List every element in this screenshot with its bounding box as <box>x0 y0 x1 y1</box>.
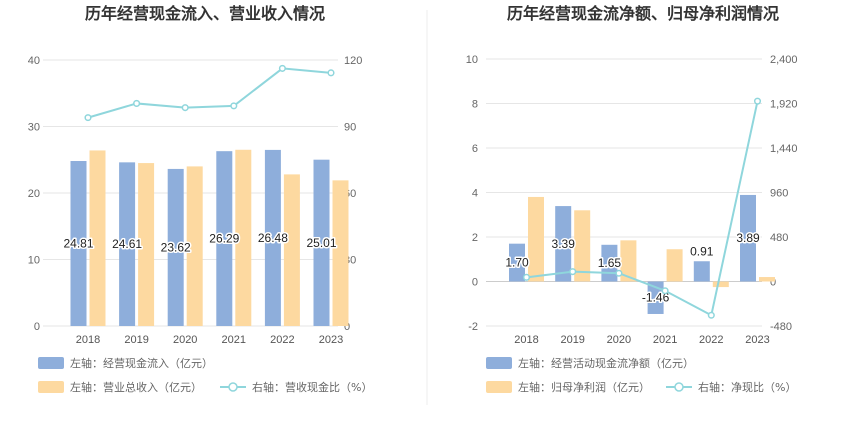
x-axis-tick-label: 2018 <box>514 334 538 346</box>
bar-series-1 <box>740 194 756 282</box>
left-axis-tick-label: 6 <box>472 143 478 155</box>
bar-series-2 <box>138 163 155 326</box>
line-point <box>278 64 286 72</box>
bar-data-label: 3.89 <box>736 231 760 245</box>
right-axis-tick-label: 0 <box>344 321 350 333</box>
bar-data-label: 26.48 <box>258 231 288 245</box>
left-axis-tick-label: 0 <box>34 321 40 333</box>
x-axis-tick-label: 2021 <box>653 334 677 346</box>
bar-series-2 <box>528 196 544 282</box>
bar-data-label: 23.62 <box>161 240 191 254</box>
bar-series-1 <box>70 161 87 326</box>
bar-series-1 <box>216 151 233 326</box>
line-point <box>327 69 335 77</box>
x-axis-tick-label: 2019 <box>560 334 584 346</box>
bar-data-label: 1.70 <box>505 256 529 270</box>
right-axis-tick-label: 1,440 <box>770 143 798 155</box>
line-point <box>181 104 189 112</box>
bar-series-1 <box>313 159 330 326</box>
left-axis-tick-label: 2 <box>472 232 478 244</box>
right-axis-tick-label: 120 <box>344 55 362 67</box>
bar-series-2 <box>666 249 683 282</box>
bar-series-1 <box>509 243 525 282</box>
x-axis-tick-label: 2023 <box>745 334 769 346</box>
right-axis-tick-label: 2,400 <box>770 54 798 66</box>
line-point <box>84 114 92 122</box>
right-axis-tick-label: 1,920 <box>770 99 798 111</box>
bar-series-2 <box>620 240 637 282</box>
line-point <box>753 97 762 105</box>
line-point <box>569 268 577 276</box>
line-point <box>522 273 531 281</box>
chart-title: 历年经营现金流净额、归母净利润情况 <box>507 4 779 23</box>
bar-series-1 <box>167 168 184 326</box>
bar-series-1 <box>264 149 281 326</box>
bar-series-2 <box>712 281 729 288</box>
left-axis-tick-label: 10 <box>466 54 478 66</box>
bar-data-label: 24.81 <box>63 237 93 251</box>
legend-label: 左轴：经营活动现金流净额（亿元） <box>518 356 694 370</box>
bar-data-label: 26.29 <box>209 232 239 246</box>
line-point <box>661 287 669 295</box>
line-point <box>707 311 715 319</box>
x-axis-tick-label: 2023 <box>319 334 343 346</box>
x-axis-tick-label: 2020 <box>607 334 631 346</box>
bar-series-2 <box>574 210 591 282</box>
legend-swatch-bar-1 <box>38 357 64 369</box>
bar-series-2 <box>186 166 203 326</box>
legend-swatch-line-marker <box>674 382 684 392</box>
x-axis-tick-label: 2021 <box>222 334 246 346</box>
x-axis-tick-label: 2019 <box>124 334 148 346</box>
bar-series-2 <box>89 150 106 326</box>
bar-series-2 <box>235 149 252 326</box>
left-axis-tick-label: 8 <box>472 99 478 111</box>
x-axis-tick-label: 2020 <box>173 334 197 346</box>
line-point <box>230 102 238 110</box>
bar-series-1 <box>693 261 710 282</box>
line-point <box>615 269 623 277</box>
right-axis-tick-label: 0 <box>770 277 776 289</box>
chart-title: 历年经营现金流入、营业收入情况 <box>85 4 325 23</box>
left-axis-tick-label: -2 <box>468 321 478 333</box>
legend-label: 左轴：归母净利润（亿元） <box>518 380 650 394</box>
legend-label: 右轴：营收现金比（%） <box>252 380 372 394</box>
legend-label: 左轴：营业总收入（亿元） <box>70 380 202 394</box>
right-axis-tick-label: -480 <box>770 321 792 333</box>
right-axis-tick-label: 90 <box>344 122 356 134</box>
left-axis-tick-label: 20 <box>28 188 40 200</box>
right-axis-tick-label: 480 <box>770 232 788 244</box>
left-axis-tick-label: 40 <box>28 55 40 67</box>
x-axis-tick-label: 2018 <box>76 334 100 346</box>
left-axis-tick-label: 0 <box>472 277 478 289</box>
bar-series-1 <box>555 206 572 282</box>
left-axis-tick-label: 10 <box>28 255 40 267</box>
line-series <box>526 100 759 317</box>
bar-data-label: 25.01 <box>306 236 336 250</box>
bar-data-label: 3.39 <box>552 237 576 251</box>
bar-data-label: 24.61 <box>112 237 142 251</box>
bar-series-2 <box>283 174 300 326</box>
right-axis-tick-label: 960 <box>770 188 788 200</box>
left-axis-tick-label: 30 <box>28 122 40 134</box>
x-axis-tick-label: 2022 <box>699 334 723 346</box>
legend-label: 右轴：净现比（%） <box>698 380 796 394</box>
left-axis-tick-label: 4 <box>472 188 478 200</box>
line-point <box>133 99 141 107</box>
x-axis-tick-label: 2022 <box>270 334 294 346</box>
legend-swatch-bar-1 <box>486 357 512 369</box>
bar-data-label: 1.65 <box>598 256 622 270</box>
legend-swatch-line-marker <box>228 382 238 392</box>
line-series <box>87 67 332 119</box>
bar-series-2 <box>759 277 775 282</box>
legend-swatch-bar-2 <box>38 381 64 393</box>
bar-series-2 <box>332 180 349 326</box>
bar-data-label: 0.91 <box>690 244 714 258</box>
bar-series-1 <box>119 162 136 326</box>
legend-label: 左轴：经营现金流入（亿元） <box>70 356 213 370</box>
legend-swatch-bar-2 <box>486 381 512 393</box>
